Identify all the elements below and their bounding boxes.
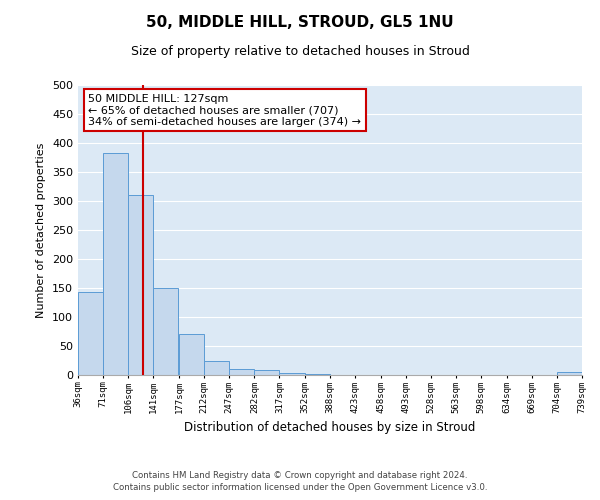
Bar <box>254 370 280 375</box>
Y-axis label: Number of detached properties: Number of detached properties <box>37 142 46 318</box>
Bar <box>280 374 305 375</box>
Text: 50 MIDDLE HILL: 127sqm
← 65% of detached houses are smaller (707)
34% of semi-de: 50 MIDDLE HILL: 127sqm ← 65% of detached… <box>88 94 361 127</box>
Bar <box>305 374 329 375</box>
Text: Size of property relative to detached houses in Stroud: Size of property relative to detached ho… <box>131 45 469 58</box>
Text: Contains HM Land Registry data © Crown copyright and database right 2024.: Contains HM Land Registry data © Crown c… <box>132 471 468 480</box>
X-axis label: Distribution of detached houses by size in Stroud: Distribution of detached houses by size … <box>184 421 476 434</box>
Bar <box>179 334 204 375</box>
Bar <box>78 292 103 375</box>
Text: Contains public sector information licensed under the Open Government Licence v3: Contains public sector information licen… <box>113 484 487 492</box>
Bar <box>229 369 254 375</box>
Bar <box>204 360 229 375</box>
Bar <box>557 372 582 375</box>
Text: 50, MIDDLE HILL, STROUD, GL5 1NU: 50, MIDDLE HILL, STROUD, GL5 1NU <box>146 15 454 30</box>
Bar <box>103 153 128 375</box>
Bar <box>128 195 153 375</box>
Bar <box>153 288 178 375</box>
